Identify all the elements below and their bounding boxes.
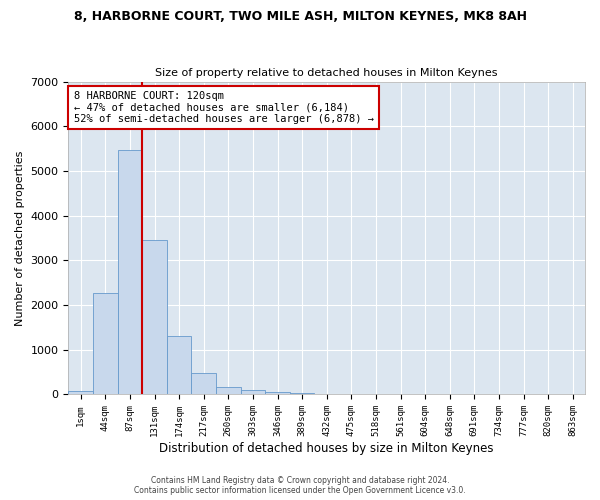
Bar (216, 388, 241, 394)
X-axis label: Distribution of detached houses by size in Milton Keynes: Distribution of detached houses by size … (160, 442, 494, 455)
Bar (241, 390, 265, 394)
Text: 8, HARBORNE COURT, TWO MILE ASH, MILTON KEYNES, MK8 8AH: 8, HARBORNE COURT, TWO MILE ASH, MILTON … (74, 10, 527, 23)
Y-axis label: Number of detached properties: Number of detached properties (15, 150, 25, 326)
Text: Contains HM Land Registry data © Crown copyright and database right 2024.
Contai: Contains HM Land Registry data © Crown c… (134, 476, 466, 495)
Bar (93, 292, 118, 394)
Text: 8 HARBORNE COURT: 120sqm
← 47% of detached houses are smaller (6,184)
52% of sem: 8 HARBORNE COURT: 120sqm ← 47% of detach… (74, 91, 374, 124)
Bar (290, 393, 314, 394)
Bar (118, 150, 142, 394)
Bar (142, 240, 167, 394)
Bar (68, 391, 93, 394)
Bar (265, 392, 290, 394)
Bar (191, 374, 216, 394)
Bar (167, 336, 191, 394)
Title: Size of property relative to detached houses in Milton Keynes: Size of property relative to detached ho… (155, 68, 498, 78)
